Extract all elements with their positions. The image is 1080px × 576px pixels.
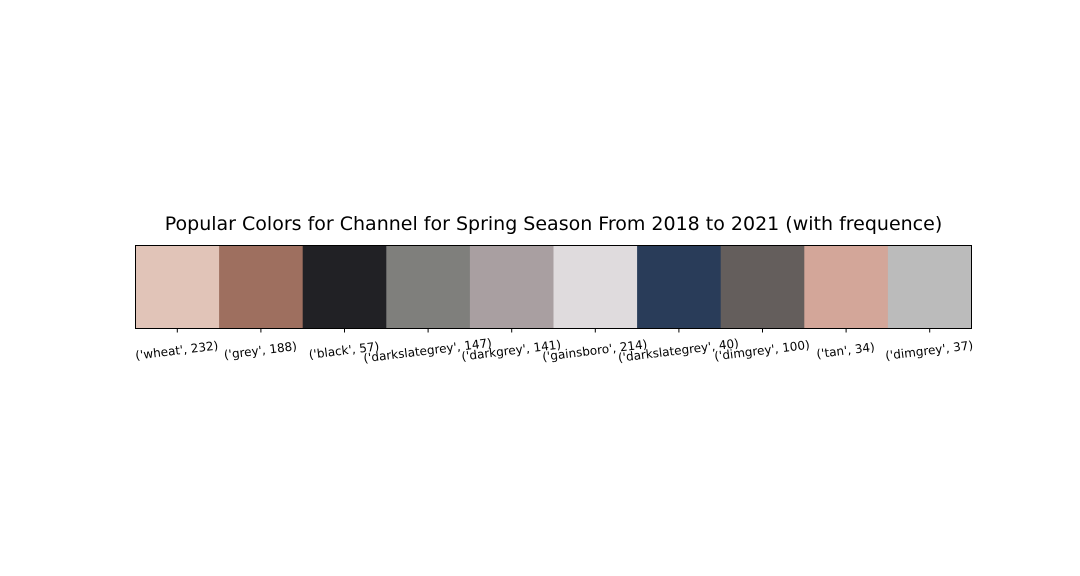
chart-title: Popular Colors for Channel for Spring Se…: [165, 213, 942, 235]
color-swatch: [302, 245, 387, 329]
swatch-group: [135, 245, 972, 329]
x-tick-label: ('tan', 34): [816, 340, 876, 361]
color-swatch: [386, 245, 471, 329]
x-tick-label: ('dimgrey', 37): [885, 338, 974, 363]
plot-frame: [135, 245, 972, 329]
color-swatch: [637, 245, 722, 329]
x-tick-label: ('wheat', 232): [135, 339, 219, 363]
color-swatch: [219, 245, 304, 329]
color-swatch: [469, 245, 554, 329]
x-axis: ('wheat', 232) ('grey', 188) ('black', 57)…: [135, 328, 974, 365]
color-swatch: [720, 245, 805, 329]
color-swatch: [804, 245, 889, 329]
color-swatch: [553, 245, 638, 329]
color-swatch: [135, 245, 220, 329]
color-swatch: [887, 245, 972, 329]
x-tick-label: ('grey', 188): [223, 339, 297, 362]
